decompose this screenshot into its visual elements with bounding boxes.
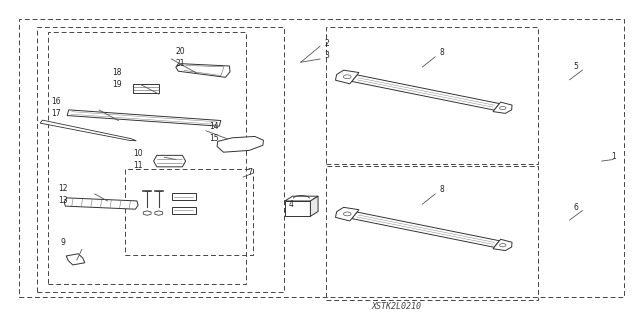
Polygon shape (66, 254, 85, 265)
Text: 16: 16 (51, 97, 61, 106)
Bar (172, 193, 196, 200)
Circle shape (344, 75, 351, 79)
Text: 19: 19 (112, 80, 122, 89)
Text: 8: 8 (439, 48, 444, 57)
Polygon shape (133, 84, 159, 93)
Polygon shape (285, 196, 318, 201)
Polygon shape (352, 75, 499, 110)
Bar (48, 32, 246, 284)
Bar (172, 207, 196, 214)
Text: 17: 17 (51, 109, 61, 118)
Bar (326, 27, 538, 164)
Text: 18: 18 (113, 68, 122, 77)
Polygon shape (335, 207, 359, 221)
Circle shape (500, 244, 506, 247)
Text: 21: 21 (176, 59, 185, 68)
Polygon shape (493, 102, 512, 113)
Bar (326, 166, 538, 300)
Bar (285, 201, 310, 216)
Polygon shape (154, 155, 186, 167)
Text: 4: 4 (289, 200, 294, 209)
Polygon shape (176, 64, 230, 77)
Text: 11: 11 (133, 161, 142, 170)
Text: 10: 10 (132, 149, 143, 158)
Polygon shape (67, 110, 221, 126)
Text: 8: 8 (439, 185, 444, 194)
Polygon shape (335, 70, 359, 84)
Text: 20: 20 (175, 47, 186, 56)
Text: 14: 14 (209, 122, 220, 130)
Text: 15: 15 (209, 134, 220, 143)
Text: 2: 2 (324, 39, 329, 48)
Circle shape (500, 107, 506, 110)
Bar (19, 19, 624, 297)
Polygon shape (64, 198, 138, 209)
Text: 7: 7 (247, 168, 252, 177)
Text: 13: 13 (58, 196, 68, 205)
Polygon shape (310, 196, 318, 216)
Polygon shape (143, 211, 151, 215)
Text: 6: 6 (573, 203, 579, 212)
Text: 12: 12 (58, 184, 67, 193)
Circle shape (344, 212, 351, 216)
Bar (125, 169, 253, 255)
Text: 3: 3 (324, 51, 329, 60)
Polygon shape (217, 137, 264, 152)
Text: 1: 1 (611, 152, 616, 161)
Polygon shape (155, 211, 163, 215)
Polygon shape (40, 120, 136, 141)
Text: 9: 9 (60, 238, 65, 247)
Bar (37, 27, 284, 292)
Polygon shape (493, 239, 512, 250)
Text: XSTK2L0210: XSTK2L0210 (372, 302, 422, 311)
Text: 5: 5 (573, 63, 579, 71)
Polygon shape (352, 212, 499, 247)
